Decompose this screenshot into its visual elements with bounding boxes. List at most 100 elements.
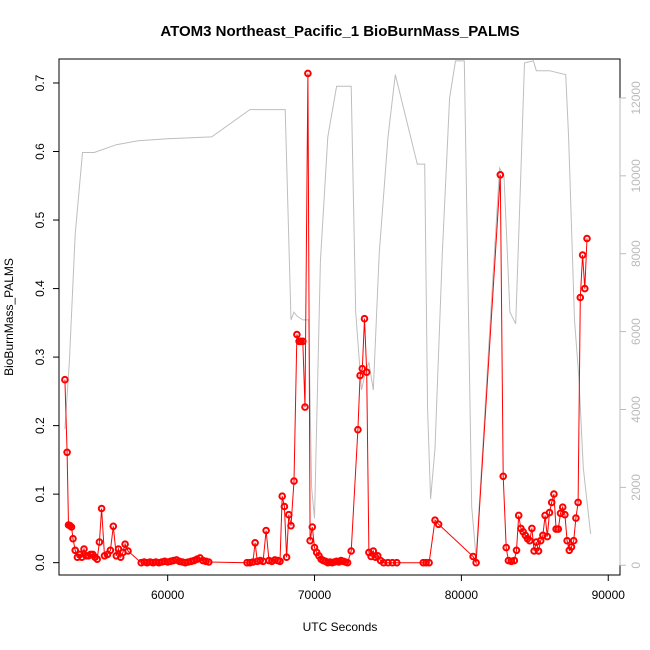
data-point [425, 558, 433, 567]
y-axis: 0.0 0.1 0.2 0.3 0.4 0.5 0.6 0.7 [33, 74, 60, 571]
x-axis: 60000 70000 80000 90000 [151, 574, 626, 602]
x-tick-label: 70000 [298, 588, 332, 602]
data-point [285, 510, 293, 519]
data-point [301, 403, 309, 411]
data-point [276, 557, 284, 566]
data-point [393, 558, 401, 567]
data-point [63, 448, 71, 457]
altitude-line [64, 60, 592, 558]
y-axis-label: BioBurnMass_PALMS [2, 258, 16, 376]
data-point [262, 526, 270, 535]
x-axis-label: UTC Seconds [303, 620, 378, 634]
y-tick-label: 0.6 [33, 143, 47, 160]
data-point [512, 546, 521, 555]
data-point [514, 511, 523, 520]
y-tick-label: 0.4 [33, 280, 47, 297]
data-point [354, 425, 362, 434]
data-point [280, 502, 289, 511]
y-tick-label: 0.1 [33, 485, 47, 502]
data-point [251, 539, 259, 547]
data-point [278, 492, 287, 501]
data-point [306, 536, 314, 545]
data-point [578, 251, 587, 259]
x-tick-label: 90000 [592, 588, 626, 602]
data-point [379, 558, 388, 567]
data-point [510, 556, 519, 565]
data-point [80, 545, 88, 553]
data-point [554, 525, 563, 533]
y2-tick-label: 0 [629, 562, 643, 569]
data-point [308, 523, 317, 531]
y2-tick-label: 4000 [629, 396, 643, 423]
data-point [109, 522, 118, 531]
x-tick-label: 80000 [445, 588, 479, 602]
data-point [502, 543, 511, 552]
y-tick-label: 0.3 [33, 348, 47, 365]
data-point [67, 523, 76, 531]
data-point [550, 490, 558, 498]
data-point [472, 558, 480, 567]
data-point [569, 536, 578, 545]
data-point [299, 337, 307, 346]
data-point [499, 472, 508, 481]
data-point [347, 547, 356, 555]
data-point [567, 543, 576, 551]
data-point [124, 547, 132, 555]
data-point [362, 368, 371, 377]
data-point [95, 538, 104, 546]
data-point [71, 546, 79, 555]
data-point [360, 314, 369, 323]
data-point [121, 540, 129, 549]
data-point [581, 284, 589, 293]
y2-tick-label: 6000 [629, 318, 643, 345]
data-point [534, 547, 543, 555]
data-point [422, 558, 430, 567]
data-point [431, 516, 439, 525]
data-point [545, 508, 554, 517]
x-tick-label: 60000 [151, 588, 185, 602]
bioburn-points [61, 69, 591, 567]
data-point [530, 547, 538, 555]
data-point [525, 536, 534, 545]
data-point [97, 504, 106, 513]
data-point [576, 293, 585, 302]
data-point [69, 534, 77, 543]
data-point [61, 375, 69, 384]
y-tick-label: 0.0 [33, 554, 47, 571]
y-tick-label: 0.5 [33, 211, 47, 228]
data-point [93, 555, 101, 564]
data-point [563, 536, 571, 545]
data-point [356, 371, 364, 380]
data-point [205, 558, 213, 566]
data-point [574, 498, 582, 507]
y2-tick-label: 2000 [629, 474, 643, 501]
data-point [547, 498, 556, 507]
data-point [434, 520, 443, 529]
data-point [469, 552, 477, 561]
data-point [496, 171, 505, 179]
data-point [543, 532, 552, 541]
chart-title: ATOM3 Northeast_Pacific_1 BioBurnMass_PA… [160, 23, 519, 40]
series-group [61, 60, 592, 567]
data-point [287, 521, 295, 530]
y-tick-label: 0.2 [33, 417, 47, 434]
secondary-y-axis: 0 2000 4000 6000 8000 10000 12000 [619, 81, 643, 569]
data-point [358, 364, 367, 373]
y2-tick-label: 8000 [629, 240, 643, 267]
data-point [282, 553, 291, 562]
data-point [293, 330, 301, 339]
y2-tick-label: 10000 [629, 159, 643, 193]
data-point [558, 503, 567, 512]
data-point [388, 558, 397, 567]
data-point [528, 524, 536, 533]
data-point [249, 558, 257, 566]
data-point [369, 547, 378, 555]
y-tick-label: 0.7 [33, 74, 47, 91]
y2-tick-label: 12000 [629, 81, 643, 115]
data-point [304, 69, 312, 78]
data-point [290, 477, 298, 485]
data-point [561, 510, 569, 519]
data-point [583, 234, 591, 243]
